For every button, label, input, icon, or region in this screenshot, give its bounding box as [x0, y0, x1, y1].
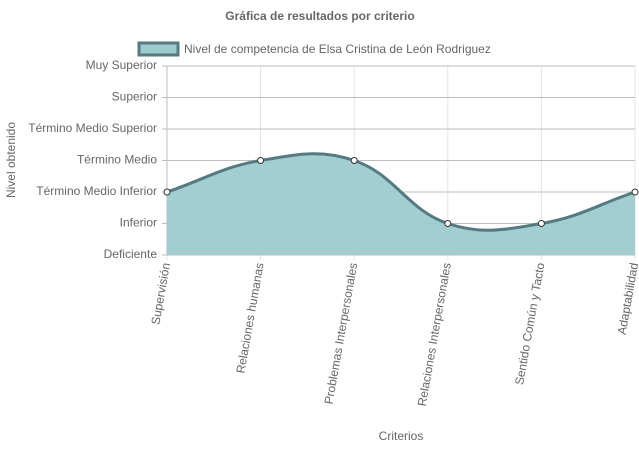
x-axis-title: Criterios	[379, 429, 424, 443]
point	[163, 188, 171, 196]
area-fill	[167, 153, 635, 255]
chart-title: Gráfica de resultados por criterio	[225, 9, 414, 23]
point	[537, 220, 545, 227]
x-tick-label: Supervisión	[148, 262, 173, 326]
x-tick-label: Relaciones Interpersonales	[415, 262, 454, 408]
point	[350, 157, 358, 164]
line	[166, 152, 636, 232]
legend-label: Nivel de competencia de Elsa Cristina de…	[184, 42, 491, 56]
x-tick-label: Relaciones humanas	[233, 262, 266, 375]
x-tick-label: Problemas Interpersonales	[322, 262, 361, 406]
x-tick-label: Sentido Común y Tacto	[512, 261, 547, 386]
legend-swatch	[137, 41, 180, 57]
point	[444, 220, 452, 227]
y-tick-label: Muy Superior	[86, 58, 157, 72]
x-tick-label: Adaptabilidad	[615, 262, 639, 336]
point	[631, 188, 639, 196]
y-tick-label: Superior	[112, 90, 157, 104]
y-tick-label: Término Medio Superior	[28, 121, 157, 135]
y-tick-label: Término Medio Inferior	[36, 184, 157, 198]
y-tick-label: Deficiente	[104, 247, 158, 261]
y-axis-title: Nivel obtenido	[4, 122, 18, 198]
y-tick-label: Inferior	[120, 216, 157, 230]
y-tick-label: Término Medio	[77, 153, 157, 167]
point	[257, 157, 265, 164]
